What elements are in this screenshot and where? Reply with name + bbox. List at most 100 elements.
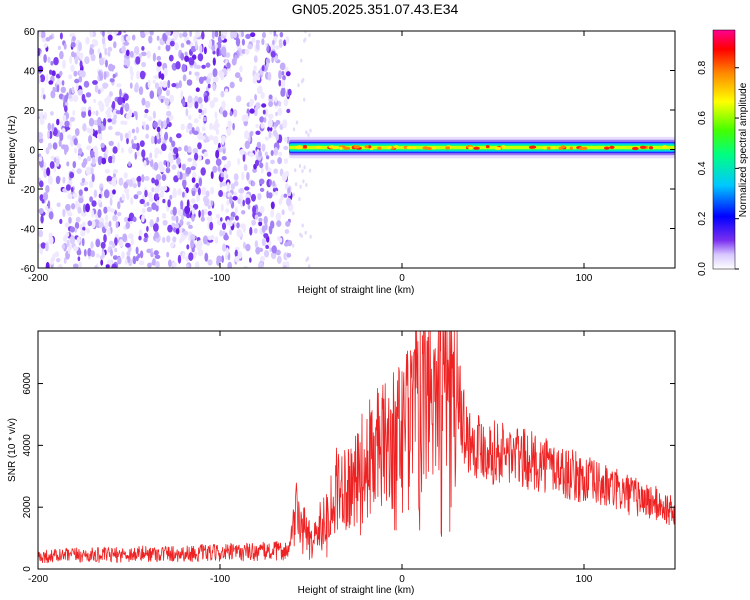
- noise-speck: [203, 46, 207, 55]
- noise-speck: [169, 40, 175, 47]
- noise-speck: [201, 186, 207, 196]
- noise-speck: [169, 114, 174, 121]
- signal-hotspot: [393, 145, 399, 149]
- noise-speck: [268, 94, 273, 100]
- noise-speck: [146, 50, 151, 59]
- noise-speck: [193, 62, 197, 69]
- noise-speck: [191, 190, 196, 197]
- noise-speck: [208, 39, 212, 49]
- noise-speck: [91, 209, 94, 218]
- noise-speck: [178, 80, 182, 89]
- noise-speck: [268, 101, 274, 107]
- noise-speck: [111, 64, 115, 72]
- noise-speck: [234, 249, 238, 258]
- noise-speck: [67, 193, 73, 200]
- noise-speck: [277, 157, 282, 165]
- noise-speck: [132, 255, 137, 265]
- noise-speck: [182, 191, 185, 198]
- noise-speck: [59, 50, 64, 60]
- noise-speck: [249, 226, 253, 236]
- noise-speck: [166, 117, 170, 125]
- noise-speck: [48, 80, 54, 85]
- noise-speck: [253, 227, 258, 234]
- noise-speck: [143, 237, 148, 243]
- noise-speck: [227, 120, 232, 129]
- noise-speck: [205, 62, 211, 68]
- snr-y-tick-label: 4000: [22, 434, 33, 457]
- noise-speck: [203, 107, 207, 115]
- noise-speck: [46, 167, 51, 177]
- noise-speck: [153, 75, 160, 80]
- noise-speck: [173, 147, 179, 155]
- signal-hotspot: [367, 145, 372, 149]
- noise-speck: [261, 103, 267, 108]
- noise-speck: [78, 76, 83, 83]
- noise-speck: [123, 41, 130, 46]
- noise-speck: [133, 46, 140, 56]
- noise-speck: [130, 197, 134, 205]
- noise-speck: [162, 80, 168, 88]
- noise-speck: [92, 110, 96, 115]
- noise-speck: [113, 114, 118, 120]
- noise-speck: [154, 254, 161, 259]
- noise-speck: [187, 146, 191, 151]
- noise-speck: [86, 127, 91, 133]
- noise-speck: [74, 56, 79, 65]
- noise-speck: [85, 227, 90, 234]
- noise-speck: [244, 140, 250, 149]
- noise-speck: [104, 221, 109, 230]
- noise-speck: [257, 89, 262, 95]
- noise-speck: [62, 176, 66, 184]
- noise-speck: [258, 221, 263, 227]
- noise-speck: [39, 117, 45, 125]
- noise-speck: [39, 111, 44, 120]
- noise-speck: [91, 173, 95, 183]
- noise-speck: [234, 255, 240, 263]
- noise-speck: [211, 31, 215, 40]
- noise-speck: [279, 237, 283, 243]
- noise-speck: [186, 264, 190, 268]
- noise-speck: [179, 237, 183, 244]
- noise-speck: [233, 31, 237, 39]
- chart-title: GN05.2025.351.07.43.E34: [291, 1, 459, 17]
- noise-speck: [182, 32, 188, 38]
- noise-speck: [103, 189, 110, 199]
- noise-speck: [67, 247, 71, 255]
- noise-speck: [180, 52, 185, 61]
- noise-speck: [168, 259, 172, 268]
- noise-speck: [87, 109, 92, 117]
- noise-speck: [117, 201, 121, 210]
- noise-speck: [93, 189, 98, 198]
- noise-speck: [63, 42, 67, 50]
- noise-speck: [120, 132, 123, 142]
- noise-speck: [198, 114, 202, 120]
- noise-speck: [88, 117, 95, 127]
- noise-speck: [79, 60, 83, 69]
- noise-speck: [262, 31, 266, 39]
- noise-speck: [275, 120, 281, 125]
- noise-speck: [203, 95, 209, 103]
- noise-speck: [263, 117, 267, 123]
- noise-speck: [151, 202, 157, 211]
- noise-speck: [65, 232, 70, 238]
- noise-speck: [154, 147, 160, 155]
- noise-speck: [100, 142, 105, 148]
- noise-speck: [233, 191, 238, 197]
- noise-speck: [100, 187, 103, 192]
- noise-speck: [180, 123, 185, 131]
- noise-speck: [251, 37, 256, 43]
- noise-speck: [156, 55, 162, 61]
- colorbar-tick-label: 0.4: [697, 161, 708, 175]
- noise-speck: [186, 79, 193, 86]
- noise-speck: [153, 250, 159, 256]
- noise-speck: [90, 250, 96, 258]
- noise-speck: [273, 31, 277, 37]
- noise-speck: [124, 132, 129, 139]
- noise-speck: [177, 208, 183, 216]
- noise-speck: [39, 74, 46, 83]
- noise-speck: [194, 101, 199, 109]
- noise-speck: [91, 219, 96, 229]
- noise-speck: [180, 98, 185, 104]
- noise-speck: [215, 213, 220, 219]
- noise-speck: [292, 211, 295, 216]
